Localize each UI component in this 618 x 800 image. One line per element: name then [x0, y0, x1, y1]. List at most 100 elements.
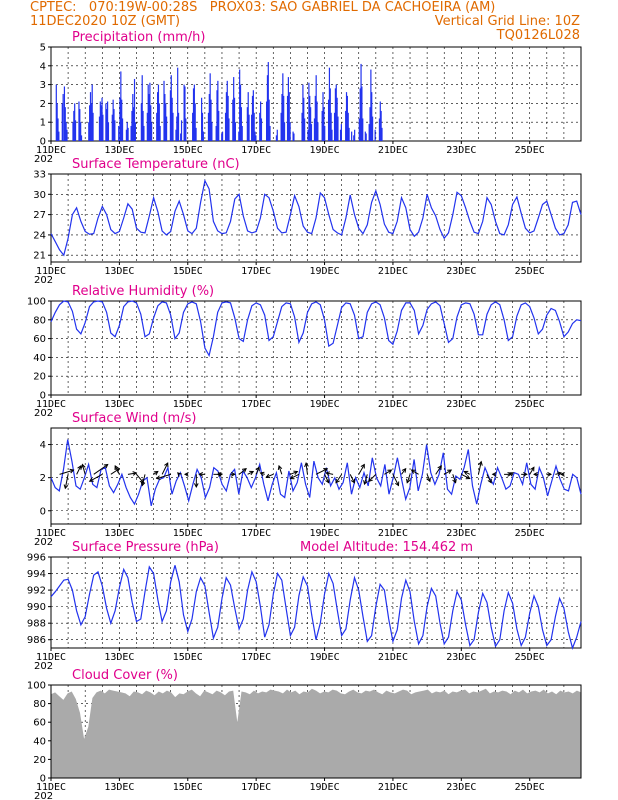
- x-tick-label: 15DEC: [173, 145, 203, 156]
- y-tick-label: 21: [33, 251, 46, 262]
- x-tick-label: 25DEC: [515, 528, 545, 539]
- panel-2: 21 24 27 30 33 11DEC 13DEC 15DEC 17DEC 19DEC 21DEC…: [33, 157, 582, 286]
- wind-vector-head: [491, 471, 497, 477]
- precip-bar: [345, 110, 347, 141]
- precip-bar: [268, 99, 270, 141]
- precip-bar: [283, 95, 285, 141]
- precip-bar: [165, 103, 167, 141]
- precip-bar: [106, 101, 109, 141]
- wind-vector-head: [164, 462, 169, 468]
- wind-vector-head: [325, 478, 330, 484]
- x-tick-label: 19DEC: [309, 399, 339, 410]
- precip-bar: [358, 118, 360, 141]
- precip-bar: [330, 112, 332, 141]
- precip-bar: [301, 112, 303, 141]
- precip-bar: [74, 103, 76, 141]
- cloud-area: [51, 688, 581, 778]
- precip-bar: [180, 120, 183, 141]
- wind-vector-head: [387, 469, 393, 474]
- precip-bar: [78, 101, 80, 141]
- x-tick-label: 17DEC: [241, 652, 271, 663]
- wind-vector-head: [463, 470, 469, 476]
- precip-bar: [156, 112, 158, 141]
- precip-bar: [80, 135, 83, 141]
- wind-vector-head: [140, 481, 146, 487]
- precip-bar: [365, 133, 367, 141]
- precip-bar: [286, 95, 289, 141]
- precip-bar: [348, 127, 350, 141]
- wind-vector: [335, 474, 343, 484]
- x-tick-label: 15DEC: [173, 782, 203, 793]
- wind-vector-head: [132, 471, 138, 476]
- precip-bar: [100, 105, 102, 141]
- wind-vector: [452, 474, 457, 483]
- wind-vector: [76, 465, 82, 475]
- precip-bar: [63, 86, 66, 141]
- x-tick-label: 19DEC: [309, 266, 339, 277]
- precip-bar: [310, 124, 313, 141]
- y-tick-label: 80: [33, 699, 46, 710]
- precip-bar: [353, 135, 355, 141]
- precip-bar: [98, 116, 101, 141]
- wind-vector-head: [177, 472, 182, 477]
- wind-vector: [384, 469, 392, 475]
- precip-bar: [234, 122, 236, 141]
- precip-bar: [259, 112, 261, 141]
- precip-bar: [331, 129, 333, 141]
- wind-vector-head: [395, 481, 400, 487]
- precip-bar: [255, 135, 257, 141]
- precip-bar: [269, 125, 271, 141]
- precip-bar: [159, 125, 161, 141]
- x-tick-label: 11DEC: [36, 145, 66, 156]
- wind-vector-head: [88, 477, 94, 482]
- precip-bar: [113, 109, 115, 141]
- precip-bar: [101, 97, 103, 141]
- wind-vector-head: [155, 475, 161, 480]
- precip-bar: [163, 80, 165, 141]
- x-tick-label: 19DEC: [309, 782, 339, 793]
- wind-vector-head: [216, 471, 222, 477]
- y-tick-label: 0: [40, 774, 46, 785]
- wind-vector-head: [183, 471, 189, 477]
- wind-vector-head: [63, 484, 69, 490]
- precip-bar: [149, 82, 151, 141]
- precip-bar: [241, 125, 243, 141]
- precip-bar: [379, 101, 381, 141]
- precip-bar: [89, 105, 91, 141]
- precip-bar: [107, 122, 110, 141]
- x-tick-label: 23DEC: [446, 399, 476, 410]
- precip-bar: [99, 101, 101, 141]
- precip-bar: [315, 75, 317, 141]
- wind-vector: [349, 474, 355, 483]
- precip-bar: [89, 92, 92, 141]
- precip-bar: [329, 88, 331, 141]
- wind-vector-head: [410, 469, 416, 474]
- precip-bar: [239, 69, 241, 141]
- precip-bar: [180, 133, 182, 141]
- precip-bar: [336, 97, 338, 141]
- precip-bar: [61, 103, 63, 141]
- panel-6: 0 20 40 60 80 100 11DEC 13DEC 15DEC 17DEC 19DEC 21D…: [27, 668, 582, 800]
- precip-bar: [57, 118, 59, 141]
- precip-bar: [364, 131, 366, 141]
- x-tick-label: 11DEC: [36, 399, 66, 410]
- y-tick-label: 5: [40, 43, 46, 54]
- precip-bar: [314, 95, 316, 141]
- x-tick-label: 21DEC: [378, 782, 408, 793]
- precip-bar: [62, 94, 64, 141]
- precip-bar: [194, 103, 196, 141]
- precip-bar: [88, 122, 90, 141]
- wind-vector: [401, 468, 407, 475]
- precip-bar: [251, 114, 253, 141]
- precip-bar: [112, 99, 114, 141]
- precip-bar: [238, 131, 240, 141]
- panel-title: Relative Humidity (%): [72, 284, 214, 299]
- x-tick-label: 17DEC: [241, 399, 271, 410]
- precip-bar: [371, 116, 374, 141]
- precip-bar: [253, 112, 255, 141]
- precip-bar: [105, 103, 107, 141]
- precip-bar: [254, 131, 256, 141]
- precip-bar: [165, 116, 168, 141]
- precip-bar: [293, 133, 295, 141]
